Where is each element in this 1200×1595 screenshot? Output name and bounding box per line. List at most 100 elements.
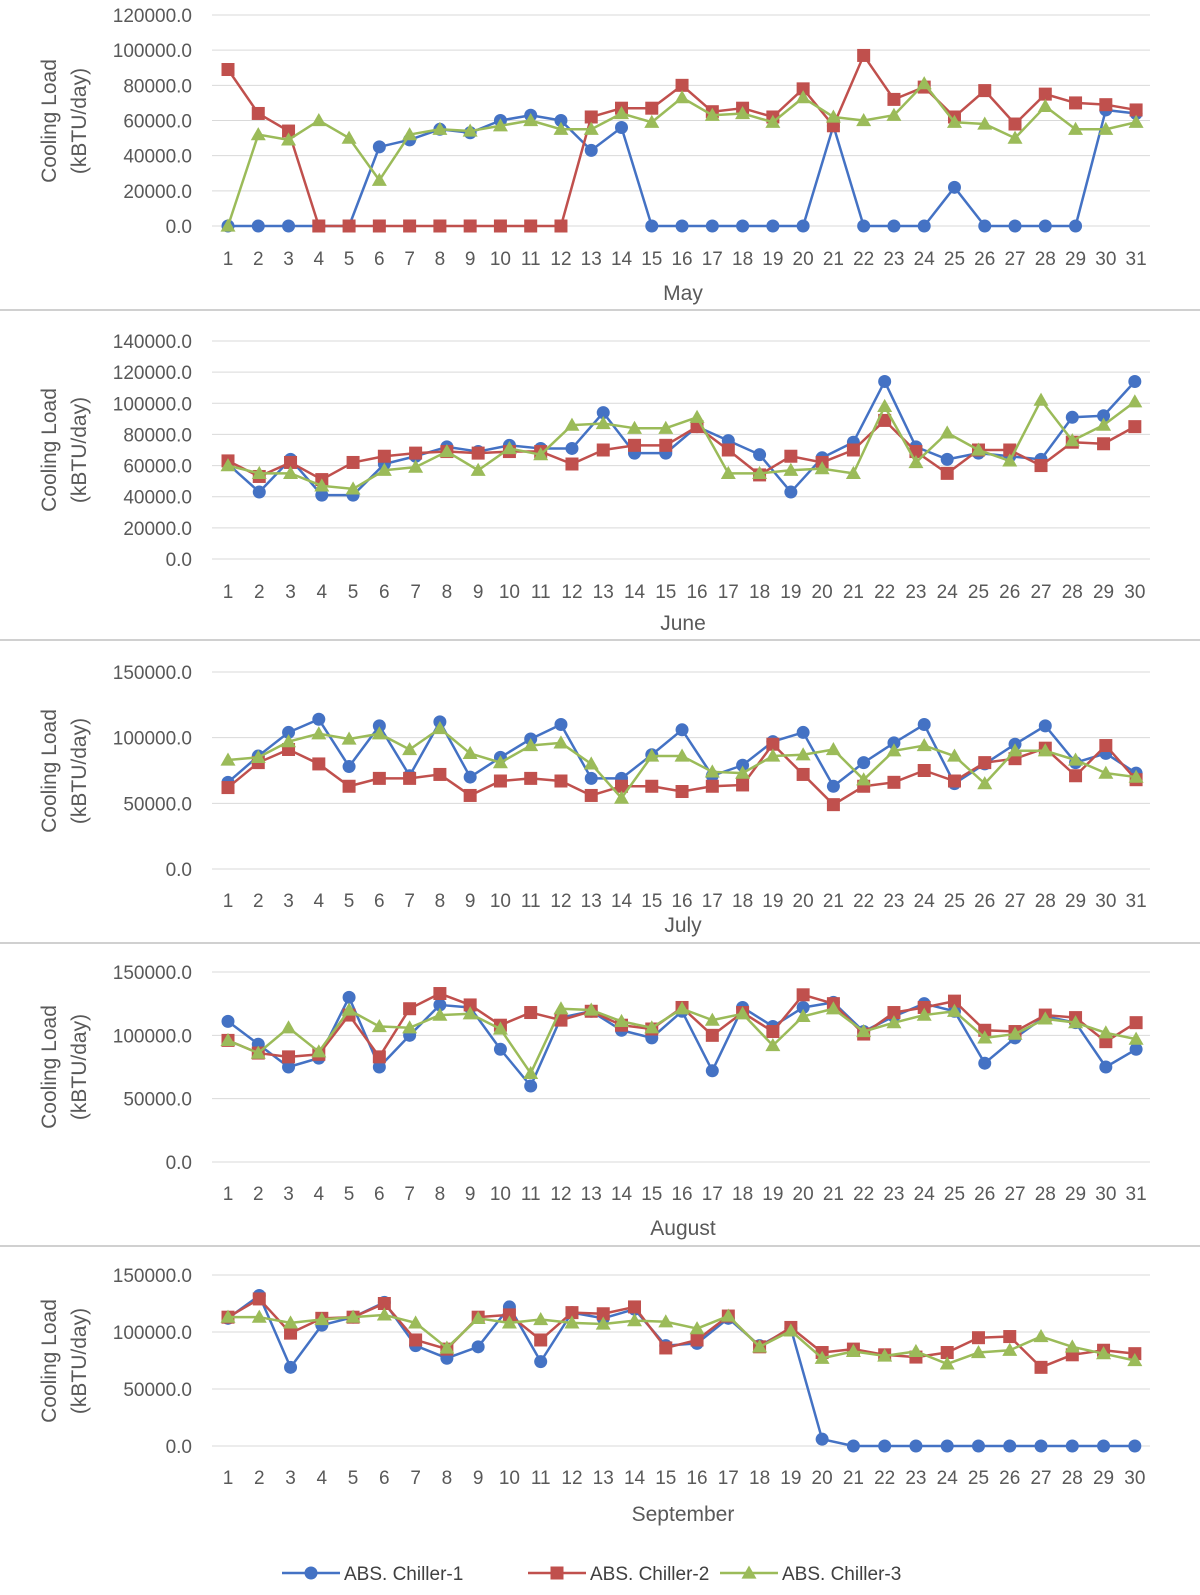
data-point	[917, 219, 931, 233]
data-point	[554, 774, 568, 788]
data-point	[596, 1307, 610, 1321]
data-point	[735, 765, 751, 779]
x-tick-label: 8	[435, 891, 446, 912]
data-point	[408, 459, 424, 473]
x-tick-label: 20	[793, 1184, 814, 1205]
data-point	[1098, 1025, 1114, 1039]
y-axis-title: Cooling Load (kBTU/day)	[38, 1005, 91, 1129]
data-point	[471, 1340, 485, 1354]
data-point	[282, 1060, 296, 1074]
data-point	[371, 726, 387, 740]
data-point	[311, 726, 327, 740]
x-tick-label: 28	[1035, 891, 1056, 912]
data-point	[564, 1315, 580, 1329]
data-point	[372, 1050, 386, 1064]
series-2	[221, 987, 1143, 1064]
data-point	[970, 442, 986, 456]
x-tick-label: 31	[1126, 891, 1147, 912]
y-tick-label: 20000.0	[123, 182, 192, 203]
data-point	[462, 1006, 478, 1020]
series-3	[220, 392, 1143, 495]
data-point	[565, 457, 579, 471]
data-point	[765, 114, 781, 128]
data-point	[281, 734, 297, 748]
data-point	[1069, 769, 1083, 783]
data-point	[281, 132, 297, 146]
data-point	[1008, 117, 1022, 131]
data-point	[940, 466, 954, 480]
x-tick-label: 4	[314, 891, 325, 912]
data-point	[704, 107, 720, 121]
data-point	[766, 737, 780, 751]
data-point	[940, 1439, 954, 1453]
data-point	[856, 113, 872, 127]
data-point	[766, 1025, 780, 1039]
x-tick-label: 5	[348, 1468, 359, 1489]
data-point	[909, 1439, 923, 1453]
x-tick-label: 30	[1095, 249, 1116, 270]
x-tick-label: 28	[1035, 249, 1056, 270]
x-tick-label: 4	[314, 249, 325, 270]
x-tick-label: 10	[490, 891, 511, 912]
data-point	[1096, 1346, 1112, 1360]
x-tick-label: 6	[374, 891, 385, 912]
series-line	[227, 1007, 1137, 1075]
y-axis-title-line2: (kBTU/day)	[68, 1014, 91, 1120]
data-point	[312, 712, 326, 726]
x-tick-label: 26	[999, 1468, 1020, 1489]
data-point	[1003, 1439, 1017, 1453]
data-point	[946, 1003, 962, 1017]
y-tick-label: 40000.0	[123, 488, 192, 509]
x-tick-label: 23	[883, 891, 904, 912]
data-point	[439, 444, 455, 458]
data-point	[674, 1001, 690, 1015]
x-tick-label: 5	[344, 249, 355, 270]
data-point	[372, 771, 386, 785]
data-point	[614, 790, 630, 804]
data-point	[916, 76, 932, 90]
data-point	[311, 1044, 327, 1058]
data-point	[345, 481, 361, 495]
x-tick-label: 25	[968, 582, 989, 603]
data-point	[908, 454, 924, 469]
data-point	[614, 105, 630, 120]
data-point	[814, 1350, 830, 1364]
data-point	[376, 1307, 392, 1321]
data-point	[878, 1439, 892, 1453]
y-tick-label: 150000.0	[113, 1266, 192, 1287]
data-point	[1038, 719, 1052, 733]
y-tick-label: 100000.0	[113, 41, 192, 62]
data-point	[221, 781, 235, 795]
data-point	[220, 218, 236, 232]
x-tick-label: 11	[521, 1184, 541, 1205]
data-point	[250, 749, 266, 763]
data-point	[752, 465, 768, 479]
data-point	[564, 417, 580, 431]
data-point	[1007, 130, 1023, 144]
data-point	[524, 1079, 538, 1093]
data-point	[1069, 96, 1083, 110]
data-point	[523, 1065, 539, 1079]
data-point	[978, 219, 992, 233]
data-point	[705, 779, 719, 793]
data-point	[845, 1343, 861, 1358]
data-point	[409, 1333, 423, 1347]
x-tick-label: 2	[253, 891, 264, 912]
x-axis-title: September	[632, 1503, 735, 1526]
data-point	[346, 455, 360, 469]
y-tick-label: 80000.0	[123, 425, 192, 446]
data-point	[675, 219, 689, 233]
data-point	[846, 443, 860, 457]
x-tick-label: 17	[718, 1468, 739, 1489]
x-tick-label: 18	[732, 1184, 753, 1205]
x-tick-label: 12	[550, 891, 571, 912]
y-tick-label: 100000.0	[113, 1323, 192, 1344]
data-point	[736, 778, 750, 792]
data-point	[917, 1000, 931, 1014]
x-tick-label: 14	[611, 891, 633, 912]
data-point	[857, 48, 871, 62]
x-tick-label: 1	[223, 1184, 234, 1205]
data-point	[377, 1297, 391, 1310]
data-point	[690, 1333, 704, 1347]
x-tick-label: 3	[285, 582, 296, 603]
